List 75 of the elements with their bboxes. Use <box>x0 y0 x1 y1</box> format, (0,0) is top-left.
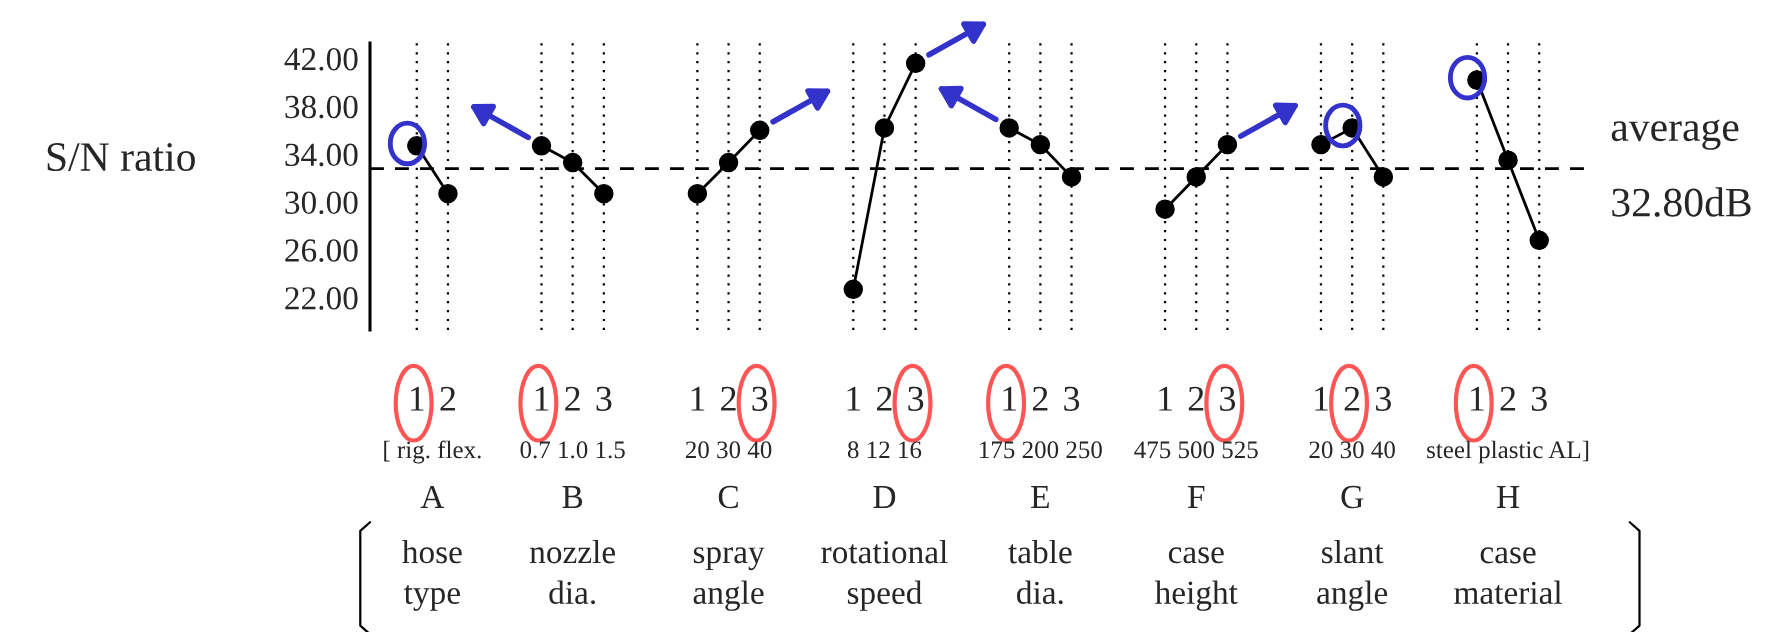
point <box>1061 167 1082 187</box>
text: 8 12 16 <box>847 441 922 459</box>
x-tick-label: 1 <box>691 386 705 411</box>
x-tick-label: 2 <box>1188 386 1204 411</box>
point <box>999 118 1019 138</box>
x-tick-label: 1 <box>847 386 861 411</box>
point <box>594 183 614 204</box>
point <box>1498 150 1518 170</box>
x-tick-label: 2 <box>877 386 892 411</box>
point <box>1217 134 1238 155</box>
x-tick-label: 3 <box>1220 386 1236 411</box>
point <box>718 152 739 173</box>
x-tick-label: 3 <box>1064 386 1080 411</box>
text: D <box>873 486 896 508</box>
text: 475 500 525 <box>1134 441 1258 459</box>
y-axis-title: S/N ratio <box>47 143 195 172</box>
x-tick-label: 3 <box>908 386 924 411</box>
x-tick-label: 2 <box>1500 386 1516 411</box>
text: F <box>1187 486 1205 508</box>
text: steel plastic AL] <box>1427 440 1589 464</box>
point <box>874 118 895 138</box>
text: 20 30 40 <box>685 441 772 459</box>
point <box>1373 167 1394 187</box>
x-tick-label: 2 <box>440 386 455 411</box>
text: rotational speed <box>821 539 948 611</box>
point <box>687 183 708 204</box>
point <box>1311 134 1331 155</box>
y-tick-label: 22.00 <box>285 287 358 310</box>
ref-line-label: average 32.80dB <box>1611 119 1751 217</box>
x-tick-label: 1 <box>1003 386 1017 411</box>
text: [ rig. flex. <box>384 440 481 464</box>
point <box>750 120 770 141</box>
point <box>1030 134 1051 155</box>
text: spray angle <box>693 547 765 611</box>
text: B <box>562 486 583 509</box>
y-tick-label: 26.00 <box>285 239 358 262</box>
text: H <box>1496 486 1520 508</box>
point <box>1155 199 1175 219</box>
text: G <box>1341 485 1364 509</box>
text: 20 30 40 <box>1309 441 1395 459</box>
point <box>562 152 583 173</box>
text: hose type <box>402 539 462 611</box>
point <box>531 136 552 156</box>
x-tick-label: 2 <box>1344 386 1360 411</box>
point <box>1186 167 1206 187</box>
text: E <box>1031 486 1049 508</box>
text: 0.7 1.0 1.5 <box>520 441 625 459</box>
text: case material <box>1454 547 1562 605</box>
point <box>843 279 864 300</box>
text: nozzle dia. <box>529 539 615 605</box>
x-tick-label: 2 <box>565 386 580 411</box>
y-tick-label: 30.00 <box>285 191 358 215</box>
y-tick-label: 34.00 <box>285 143 358 167</box>
point <box>905 53 926 74</box>
text: C <box>718 485 738 509</box>
x-tick-label: 1 <box>410 386 424 411</box>
x-tick-label: 1 <box>1315 386 1328 411</box>
text: 175 200 250 <box>980 441 1102 459</box>
point <box>438 183 458 204</box>
text: case height <box>1154 547 1238 611</box>
text: table dia. <box>1008 539 1072 605</box>
x-tick-label: 3 <box>1376 386 1391 411</box>
x-tick-label: 2 <box>1032 386 1048 411</box>
x-tick-label: 3 <box>1531 386 1547 411</box>
text: A <box>420 485 445 508</box>
x-tick-label: 2 <box>721 386 736 411</box>
text: slant angle <box>1317 539 1388 611</box>
x-tick-label: 3 <box>752 386 768 411</box>
x-tick-label: 3 <box>596 386 612 411</box>
x-tick-label: 1 <box>1471 386 1484 411</box>
y-tick-label: 38.00 <box>285 95 358 119</box>
x-tick-label: 1 <box>535 386 549 411</box>
x-tick-label: 1 <box>1159 386 1172 411</box>
point <box>1529 230 1549 251</box>
y-tick-label: 42.00 <box>284 47 358 71</box>
